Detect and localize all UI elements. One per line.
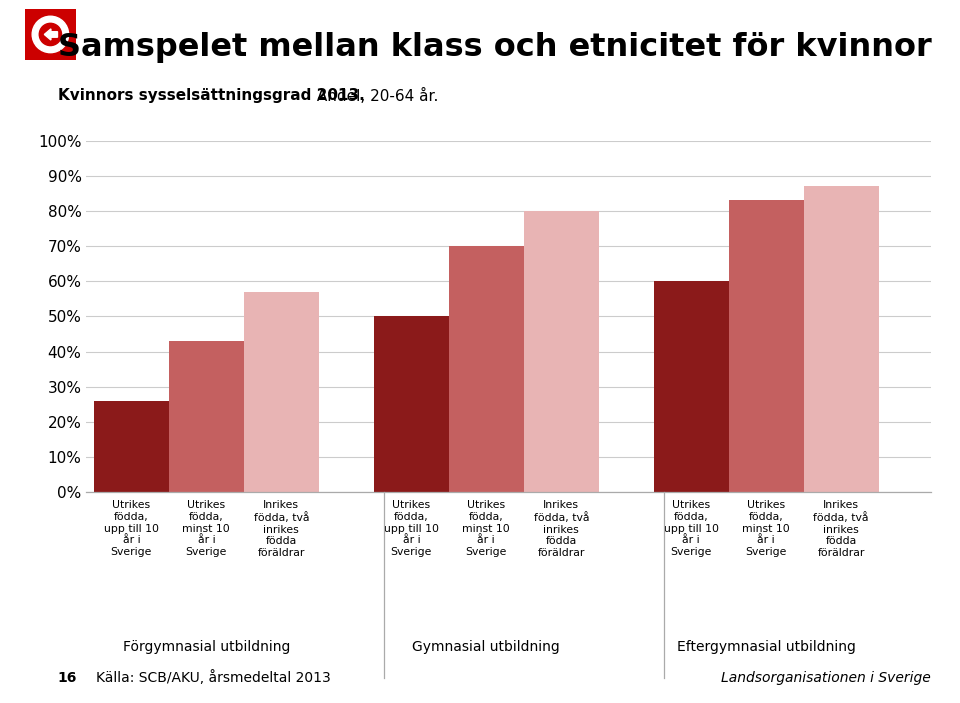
Bar	[729, 200, 804, 492]
Bar	[654, 281, 729, 492]
Text: Eftergymnasial utbildning: Eftergymnasial utbildning	[677, 640, 855, 654]
Text: Andel, 20-64 år.: Andel, 20-64 år.	[312, 88, 439, 104]
Text: Landsorganisationen i Sverige: Landsorganisationen i Sverige	[722, 671, 931, 685]
Bar	[804, 186, 878, 492]
Bar	[169, 341, 244, 492]
Bar	[449, 246, 524, 492]
Text: Kvinnors sysselsättningsgrad 2013.: Kvinnors sysselsättningsgrad 2013.	[58, 88, 365, 103]
Text: Källa: SCB/AKU, årsmedeltal 2013: Källa: SCB/AKU, årsmedeltal 2013	[96, 671, 331, 685]
Bar	[244, 292, 319, 492]
FancyArrow shape	[44, 29, 58, 40]
Text: Förgymnasial utbildning: Förgymnasial utbildning	[123, 640, 290, 654]
Text: Gymnasial utbildning: Gymnasial utbildning	[413, 640, 561, 654]
Circle shape	[33, 16, 68, 53]
Circle shape	[39, 23, 61, 46]
Text: Samspelet mellan klass och etnicitet för kvinnor: Samspelet mellan klass och etnicitet för…	[58, 32, 931, 63]
Text: 16: 16	[58, 671, 77, 685]
Bar	[94, 401, 169, 492]
Bar	[524, 211, 599, 492]
Bar	[373, 316, 449, 492]
